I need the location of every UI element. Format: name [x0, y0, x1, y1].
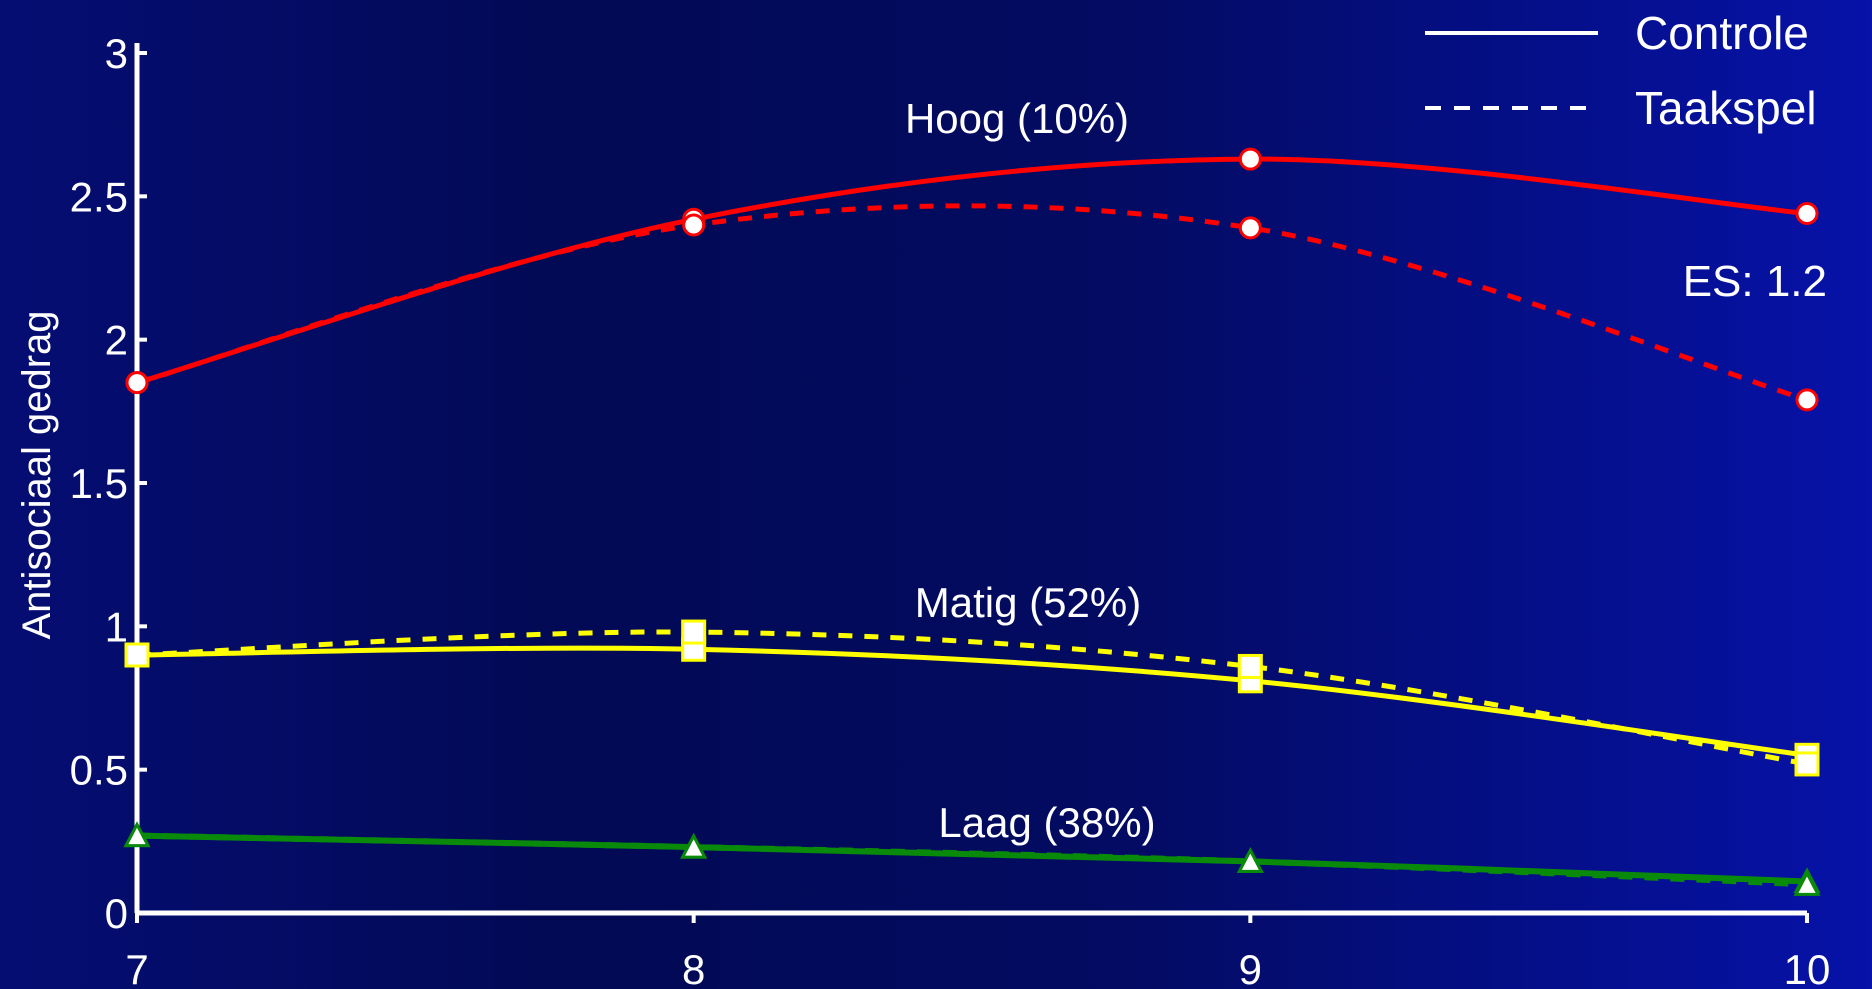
data-point-square [124, 642, 150, 668]
series-line-controle [136, 156, 1808, 386]
data-point-circle [125, 371, 149, 395]
data-point-circle [1795, 202, 1819, 226]
series-markers [123, 147, 1821, 896]
data-point-square [1237, 653, 1263, 679]
y-axis-label: Antisociaal gedrag [15, 310, 59, 639]
y-tick-label: 1 [105, 603, 128, 650]
data-point-triangle [123, 821, 151, 848]
data-point-circle [1795, 388, 1819, 412]
y-tick-label: 1.5 [70, 460, 128, 507]
y-ticks: 0 0.5 1 1.5 2 2.5 3 [70, 30, 147, 937]
group-labels: Hoog (10%) Matig (52%) Laag (38%) [905, 95, 1156, 846]
group-label: Laag (38%) [938, 799, 1155, 846]
data-point-circle [682, 213, 706, 237]
data-point-circle [1238, 216, 1262, 240]
series-line-controle [136, 645, 1808, 758]
series-line-taakspel [136, 832, 1808, 888]
legend: Controle Taakspel [1425, 7, 1817, 134]
data-point-triangle [1793, 870, 1821, 896]
group-label: Matig (52%) [915, 579, 1141, 626]
y-tick-label: 2 [105, 317, 128, 364]
y-tick-label: 0 [105, 890, 128, 937]
y-tick-label: 0.5 [70, 747, 128, 794]
data-point-square [1794, 751, 1820, 777]
y-tick-label: 3 [105, 30, 128, 77]
x-tick-label: 9 [1239, 946, 1262, 989]
y-tick-label: 2.5 [70, 173, 128, 220]
data-point-triangle [1236, 847, 1264, 873]
series-line-taakspel [136, 629, 1808, 767]
effect-size-annotation: ES: 1.2 [1683, 257, 1827, 306]
data-point-circle [1238, 147, 1262, 171]
x-tick-label: 7 [125, 946, 148, 989]
legend-label: Taakspel [1635, 82, 1817, 134]
data-point-square [681, 619, 707, 645]
series-line-taakspel [136, 203, 1808, 403]
series-lines [136, 156, 1808, 888]
group-label: Hoog (10%) [905, 95, 1129, 142]
data-point-triangle [680, 832, 708, 859]
legend-label: Controle [1635, 7, 1809, 59]
x-tick-label: 10 [1784, 946, 1831, 989]
x-tick-label: 8 [682, 946, 705, 989]
x-ticks: 7 8 9 10 [125, 913, 1830, 989]
